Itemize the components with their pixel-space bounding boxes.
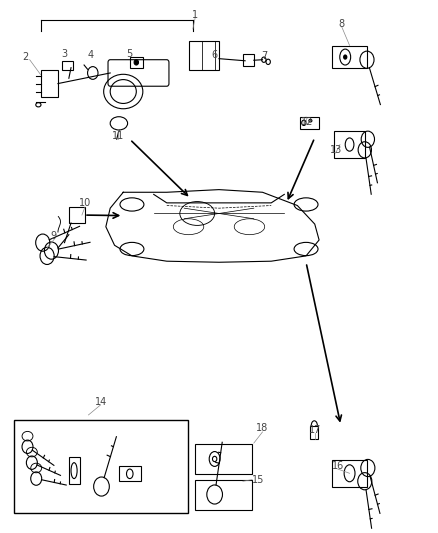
Text: 9: 9 [50,231,57,241]
Text: 17: 17 [308,425,321,435]
Bar [69,457,80,484]
Bar [119,466,141,481]
Bar [332,460,367,487]
Text: 10: 10 [79,198,91,208]
Text: 6: 6 [212,51,218,60]
Bar [14,420,187,513]
Circle shape [343,54,347,60]
Bar [41,70,58,97]
Text: 14: 14 [95,397,107,407]
Text: 5: 5 [127,50,133,59]
Bar [195,480,252,511]
Bar [188,41,219,70]
Text: 11: 11 [112,131,124,141]
Bar [69,207,85,223]
Bar [130,57,143,68]
Text: 3: 3 [61,50,67,59]
Bar [311,425,318,439]
Text: 13: 13 [329,145,342,155]
Bar [332,46,367,68]
Bar [300,117,319,128]
Text: 2: 2 [22,52,28,62]
Bar [334,131,365,158]
Text: 7: 7 [261,51,268,61]
Circle shape [134,60,138,65]
Bar [62,61,73,70]
Text: 8: 8 [339,19,345,29]
Text: 12: 12 [301,117,313,127]
Text: 18: 18 [256,423,268,433]
Bar [243,54,254,66]
Text: 16: 16 [332,461,344,471]
Text: 15: 15 [252,475,265,484]
Text: 4: 4 [88,51,94,60]
Text: 1: 1 [192,10,198,20]
Bar [195,443,252,474]
